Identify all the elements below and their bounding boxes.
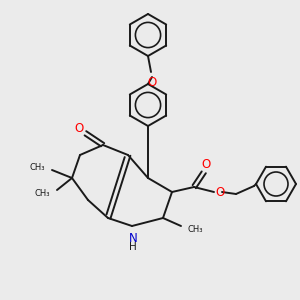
Text: O: O: [74, 122, 84, 134]
Text: O: O: [201, 158, 211, 172]
Text: O: O: [147, 76, 157, 88]
Text: O: O: [215, 185, 225, 199]
Text: H: H: [129, 242, 137, 252]
Text: CH₃: CH₃: [29, 163, 45, 172]
Text: N: N: [129, 232, 137, 244]
Text: CH₃: CH₃: [34, 188, 50, 197]
Text: CH₃: CH₃: [188, 224, 203, 233]
